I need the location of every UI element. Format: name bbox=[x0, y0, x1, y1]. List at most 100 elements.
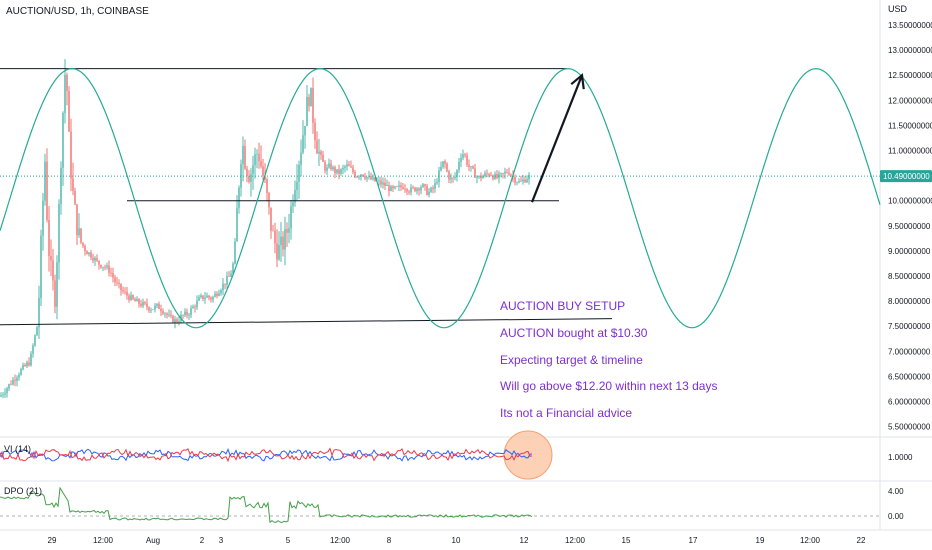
time-tick: 19 bbox=[756, 536, 765, 545]
time-tick: 5 bbox=[286, 536, 291, 545]
candle-body bbox=[520, 181, 522, 182]
candle-body bbox=[448, 171, 450, 180]
candle-body bbox=[182, 314, 184, 316]
price-tick: 8.00000000 bbox=[888, 297, 931, 306]
candle-body bbox=[198, 297, 200, 301]
time-tick: Aug bbox=[146, 536, 160, 545]
candle-body bbox=[396, 186, 398, 188]
arrow-head bbox=[570, 73, 585, 90]
currency-label: USD bbox=[888, 4, 908, 14]
candle-body bbox=[402, 187, 404, 189]
candle-body bbox=[110, 272, 112, 274]
candle-body bbox=[92, 257, 94, 261]
vi-tick-1: 1.0000 bbox=[888, 453, 913, 462]
time-axis[interactable]: 29 12:00 Aug 2 3 5 12:00 8 10 12 12:00 15 17 19 12:00 2… bbox=[48, 536, 866, 545]
annotation-block: AUCTION BUY SETUP AUCTION bought at $10.… bbox=[500, 299, 717, 420]
candle-body bbox=[458, 161, 460, 171]
candle-body bbox=[330, 163, 332, 170]
annotation-line-1: AUCTION BUY SETUP bbox=[500, 299, 625, 313]
candle-body bbox=[124, 291, 126, 293]
dpo-indicator-panel[interactable]: DPO (21) 4.00 0.00 bbox=[0, 486, 904, 524]
candle-body bbox=[266, 179, 268, 194]
candle-body bbox=[228, 276, 230, 277]
candle-body bbox=[218, 293, 220, 296]
candle-body bbox=[460, 157, 462, 162]
candle-body bbox=[188, 315, 190, 316]
candle-body bbox=[220, 290, 222, 294]
candle-body bbox=[52, 260, 54, 281]
candle-body bbox=[146, 303, 148, 308]
price-tick: 6.50000000 bbox=[888, 372, 931, 381]
lower-support bbox=[0, 318, 613, 326]
candle-body bbox=[222, 283, 224, 291]
candle-body bbox=[488, 174, 490, 176]
candle-body bbox=[90, 252, 92, 258]
candle-body bbox=[174, 319, 176, 323]
candle-body bbox=[370, 176, 372, 180]
candle-body bbox=[190, 308, 192, 316]
time-tick: 12:00 bbox=[330, 536, 351, 545]
candle-body bbox=[106, 265, 108, 268]
candle-body bbox=[414, 187, 416, 192]
candle-body bbox=[176, 319, 178, 322]
candle-body bbox=[242, 145, 244, 165]
candle-body bbox=[478, 175, 480, 178]
price-tick: 12.00000000 bbox=[888, 96, 932, 105]
candle-body bbox=[166, 313, 168, 315]
candle-body bbox=[252, 165, 254, 174]
candle-body bbox=[264, 175, 266, 180]
vi-indicator-panel[interactable]: VI (14) 1.0000 bbox=[0, 430, 913, 480]
candle-body bbox=[294, 189, 296, 203]
candle-body bbox=[298, 164, 300, 182]
candle-body bbox=[18, 374, 20, 378]
candle-body bbox=[238, 187, 240, 208]
candle-body bbox=[438, 170, 440, 183]
candle-body bbox=[240, 164, 242, 188]
candle-body bbox=[24, 364, 26, 367]
candle-body bbox=[276, 243, 278, 260]
candle-body bbox=[272, 230, 274, 232]
candle-body bbox=[66, 74, 68, 91]
candle-body bbox=[304, 126, 306, 136]
candle-body bbox=[56, 262, 58, 307]
sine-wave-projection bbox=[0, 68, 881, 329]
time-tick: 12:00 bbox=[93, 536, 114, 545]
candle-body bbox=[20, 369, 22, 375]
candle-body bbox=[296, 181, 298, 190]
candle-body bbox=[332, 167, 334, 170]
price-tick: 13.00000000 bbox=[888, 46, 932, 55]
candle-body bbox=[54, 280, 56, 307]
candle-body bbox=[310, 87, 312, 107]
candle-body bbox=[178, 321, 180, 322]
candle-body bbox=[138, 299, 140, 304]
candle-body bbox=[32, 345, 34, 354]
candle-body bbox=[28, 362, 30, 366]
candle-body bbox=[186, 311, 188, 316]
candle-body bbox=[162, 311, 164, 314]
candle-body bbox=[152, 309, 154, 311]
candle-body bbox=[364, 176, 366, 179]
candle-body bbox=[40, 235, 42, 299]
candlestick-series bbox=[0, 59, 530, 399]
dpo-label: DPO (21) bbox=[4, 486, 42, 496]
candle-body bbox=[326, 167, 328, 171]
candle-body bbox=[60, 167, 62, 205]
price-tick: 9.50000000 bbox=[888, 222, 931, 231]
candle-body bbox=[128, 295, 130, 301]
candle-body bbox=[76, 204, 78, 236]
candle-body bbox=[34, 335, 36, 346]
annotation-line-5: Its not a Financial advice bbox=[500, 406, 632, 420]
candle-body bbox=[84, 245, 86, 252]
vi-label: VI (14) bbox=[4, 444, 31, 454]
candle-body bbox=[470, 166, 472, 168]
price-axis[interactable]: 13.50000000 13.00000000 12.50000000 12.0000… bbox=[888, 21, 932, 432]
candle-body bbox=[308, 96, 310, 107]
candle-body bbox=[496, 174, 498, 178]
candle-body bbox=[422, 184, 424, 188]
target-arrow bbox=[530, 73, 585, 203]
candle-body bbox=[58, 204, 60, 263]
last-price-badge-bg bbox=[880, 170, 932, 183]
candle-body bbox=[440, 166, 442, 171]
candle-body bbox=[4, 393, 6, 395]
